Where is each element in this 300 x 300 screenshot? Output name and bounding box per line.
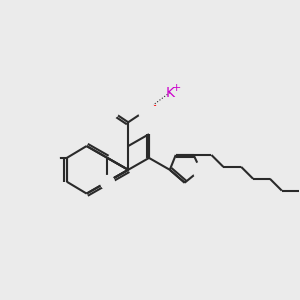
Text: Br: Br (42, 152, 56, 164)
Text: −: − (148, 101, 158, 111)
Text: K: K (165, 85, 174, 100)
Text: O: O (105, 103, 116, 117)
Text: O: O (141, 103, 152, 117)
Text: +: + (172, 82, 182, 93)
Text: N: N (103, 175, 112, 188)
Text: O: O (196, 163, 206, 176)
